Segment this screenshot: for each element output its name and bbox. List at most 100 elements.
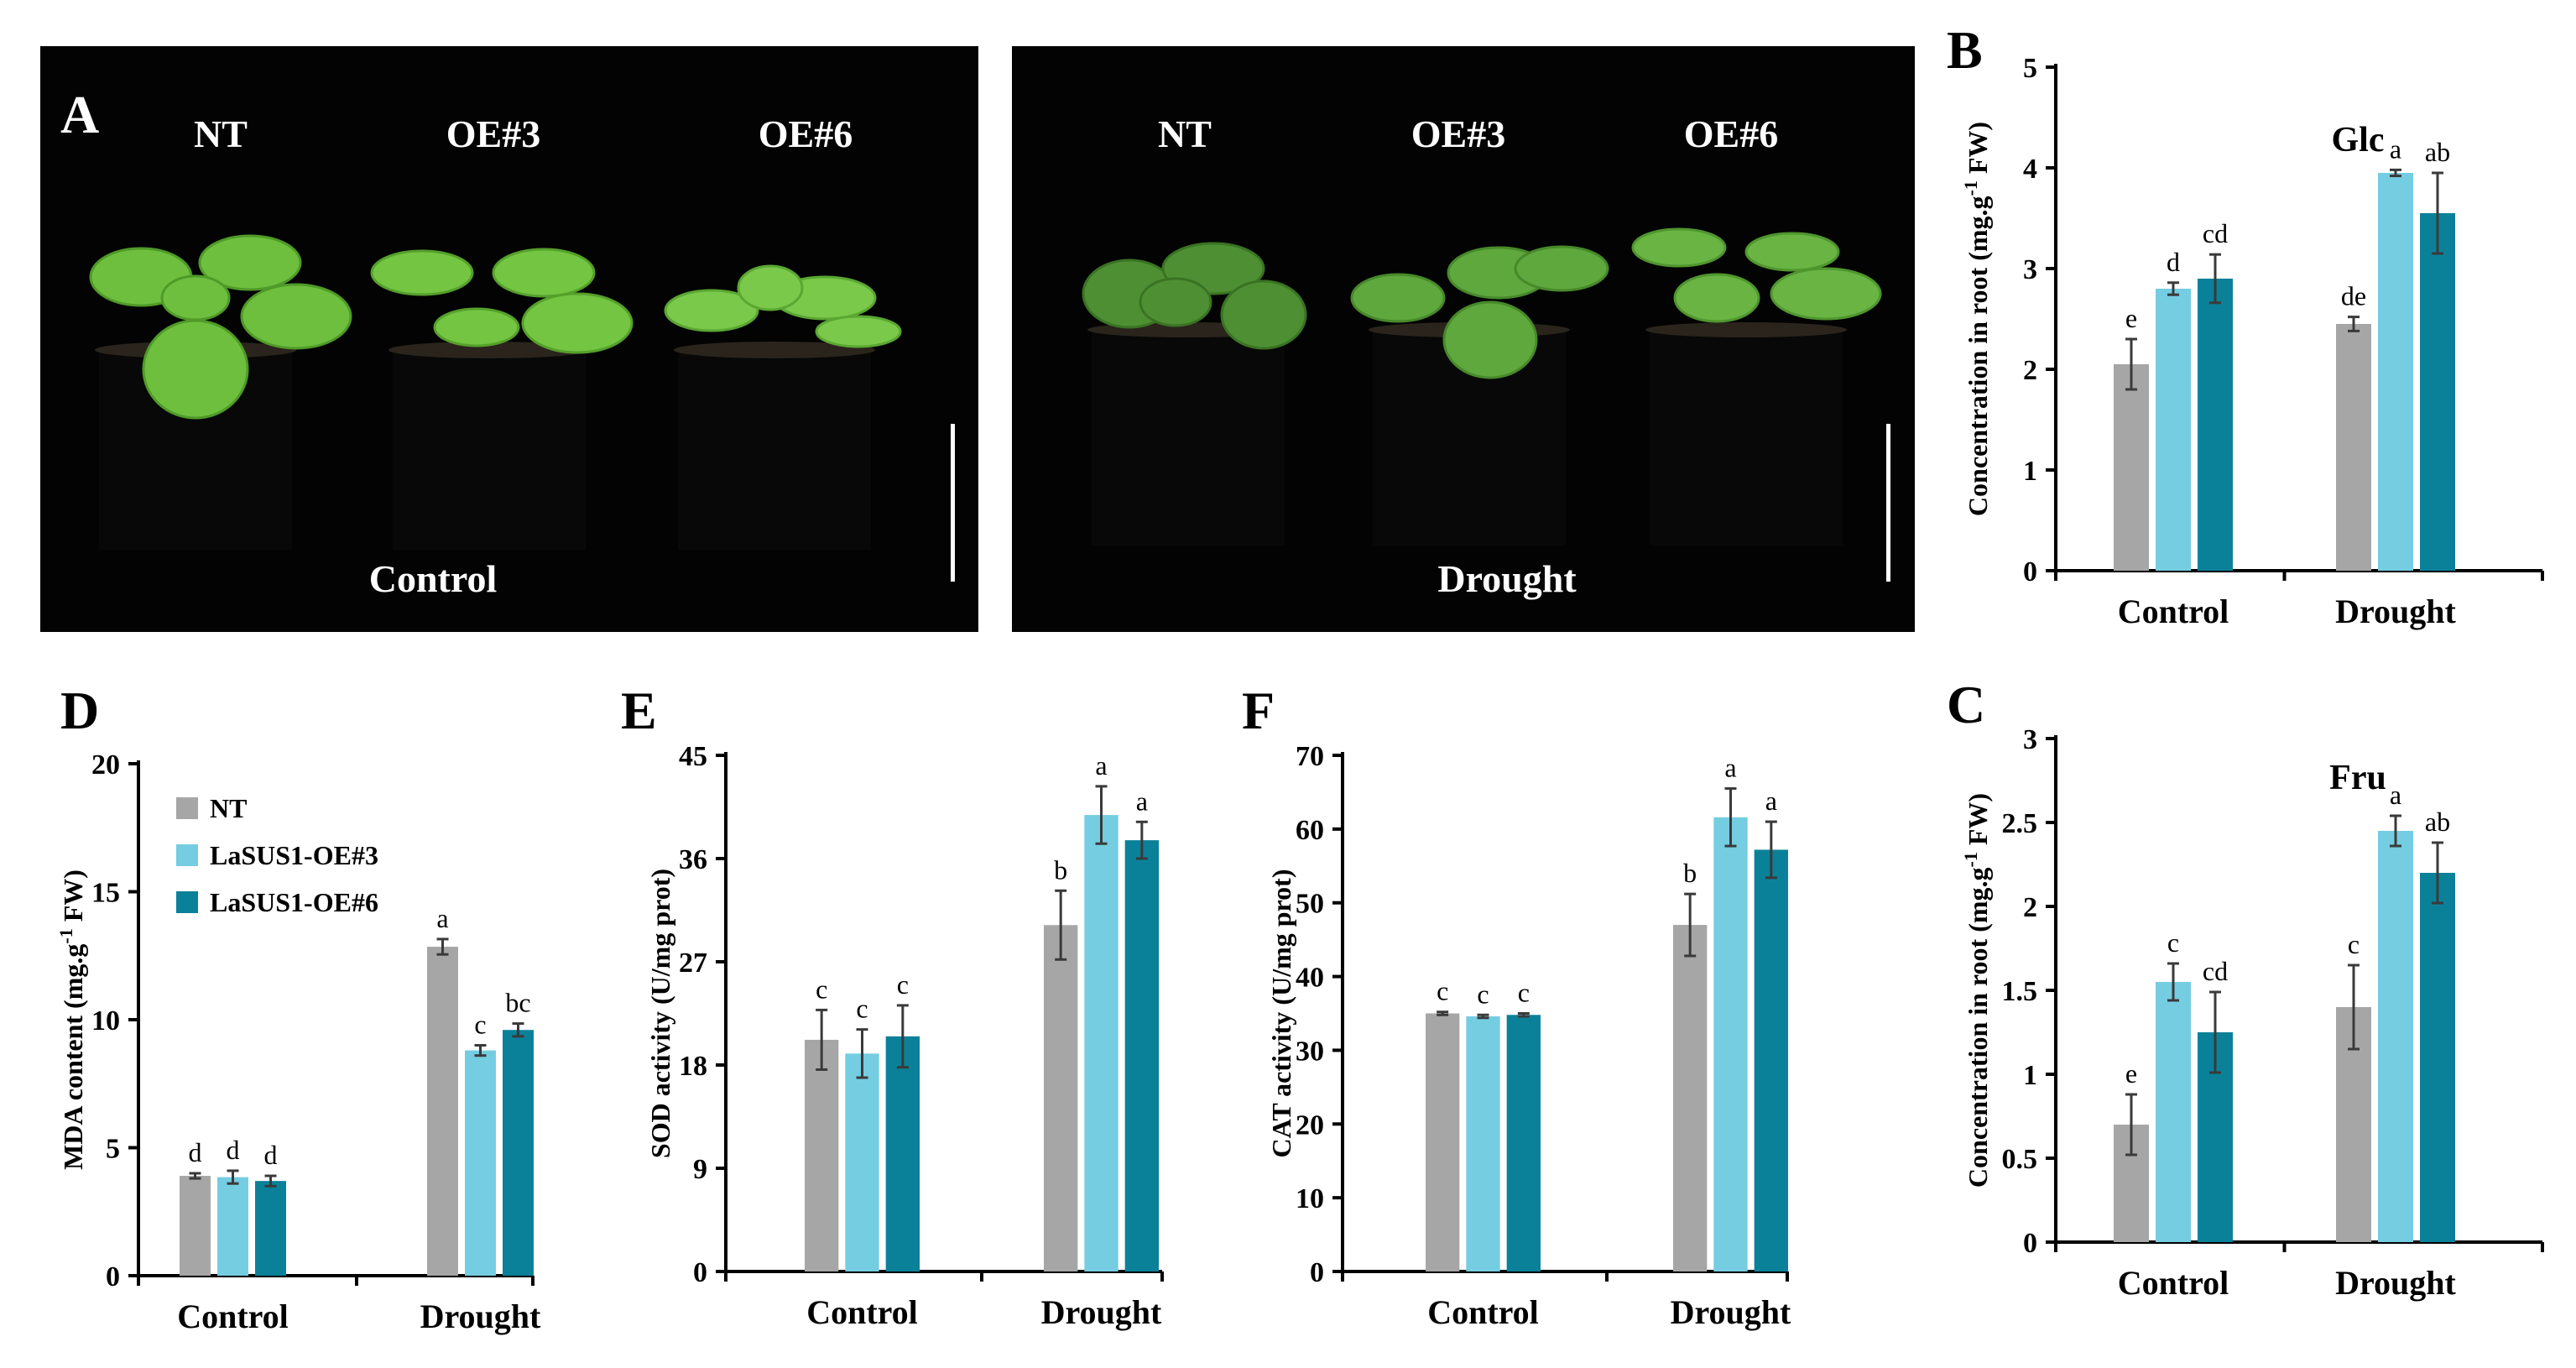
leaf — [1442, 300, 1538, 379]
leaf — [815, 315, 902, 348]
leaf — [1744, 232, 1840, 272]
significance-letter: c — [1437, 976, 1448, 1006]
leaf — [1770, 267, 1882, 321]
chart-glc: 0 1 2 3 4 5 Concentration in root (mg.g-1 FW) e… — [1960, 53, 2544, 630]
significance-letter: c — [856, 994, 868, 1024]
plant-oe6-control — [664, 264, 902, 348]
significance-letter: c — [1477, 979, 1489, 1009]
significance-letter: a — [436, 903, 448, 933]
significance-letter: ab — [2425, 807, 2450, 837]
y-tick-label: 10 — [91, 1005, 120, 1036]
y-axis-label: Concentration in root (mg.g-1 FW) — [1960, 122, 1994, 516]
y-tick-label: 1.5 — [2002, 976, 2038, 1007]
y-tick-label: 20 — [1296, 1110, 1324, 1141]
y-tick-label: 20 — [91, 749, 120, 781]
significance-letter: c — [897, 969, 909, 1000]
photo-label-oe3: OE#3 — [1411, 112, 1506, 155]
significance-letter: ab — [2425, 137, 2450, 167]
x-category-label: Drought — [420, 1298, 541, 1335]
significance-letter: bc — [505, 988, 530, 1018]
y-tick-label: 1 — [2023, 456, 2037, 487]
panel-label-f: F — [1242, 681, 1275, 740]
y-tick-label: 45 — [679, 741, 707, 772]
y-tick-label: 2 — [2023, 355, 2037, 386]
bar — [2114, 364, 2149, 571]
x-category-label: Drought — [2335, 1264, 2456, 1302]
panel-label-b: B — [1947, 20, 1983, 80]
significance-letter: b — [1683, 858, 1697, 888]
soil — [1645, 322, 1847, 337]
leaf — [370, 249, 474, 296]
bar — [2156, 982, 2191, 1242]
bar — [805, 1039, 839, 1271]
y-tick-label: 9 — [693, 1154, 707, 1185]
significance-letter: c — [474, 1010, 486, 1040]
leaf — [142, 319, 249, 420]
x-category-label: Drought — [1041, 1293, 1162, 1331]
y-tick-label: 4 — [2023, 154, 2037, 185]
significance-letter: e — [2125, 303, 2137, 333]
plant-oe3-control — [370, 248, 634, 354]
y-axis-label: CAT activity (U/mg prot) — [1266, 869, 1296, 1158]
leaf — [1673, 273, 1760, 323]
significance-letter: de — [2341, 281, 2366, 311]
bar — [1713, 817, 1748, 1271]
significance-letter: cd — [2203, 218, 2228, 248]
y-tick-label: 18 — [679, 1051, 707, 1082]
x-category-label: Control — [806, 1293, 918, 1331]
significance-letter: d — [227, 1135, 240, 1165]
x-category-label: Drought — [2335, 593, 2456, 630]
pot — [1650, 327, 1843, 546]
y-tick-label: 50 — [1296, 889, 1324, 920]
significance-letter: c — [2167, 927, 2179, 958]
significance-letter: e — [2125, 1058, 2137, 1089]
legend-label: NT — [210, 793, 247, 823]
panel-label-c: C — [1947, 675, 1986, 734]
x-category-label: Control — [2118, 593, 2229, 630]
plant-nt-control — [89, 234, 352, 420]
y-tick-label: 0 — [1310, 1257, 1324, 1288]
x-category-label: Drought — [1671, 1293, 1791, 1331]
pot — [678, 348, 871, 550]
scale-bar — [951, 424, 955, 582]
significance-letter: a — [1136, 786, 1148, 816]
bar — [217, 1177, 248, 1276]
y-tick-label: 5 — [2023, 53, 2037, 84]
soil — [674, 342, 875, 358]
bar — [845, 1053, 879, 1271]
bar — [465, 1050, 496, 1276]
bar — [503, 1030, 534, 1276]
bar — [427, 947, 458, 1276]
pots-row-drought — [1087, 322, 1847, 546]
pots-row-control — [95, 342, 875, 550]
bar — [2378, 831, 2413, 1242]
leaf — [664, 289, 759, 332]
chart-cat: 0 10 20 30 40 50 60 70 CAT activity (U/mg prot) c… — [1266, 741, 1791, 1331]
y-tick-label: 2 — [2023, 892, 2037, 923]
bar — [1044, 925, 1078, 1271]
y-tick-label: 2.5 — [2002, 808, 2038, 839]
panel-label-e: E — [621, 681, 657, 740]
plant-oe3-drought — [1350, 245, 1609, 379]
plant-oe6-drought — [1631, 227, 1882, 323]
y-tick-label: 5 — [106, 1134, 120, 1165]
x-category-label: Control — [2118, 1264, 2229, 1302]
plant-nt-drought — [1082, 242, 1307, 350]
y-axis-label: Concentration in root (mg.g-1 FW) — [1960, 793, 1994, 1188]
legend-swatch — [176, 891, 198, 913]
significance-letter: b — [1054, 854, 1067, 885]
y-tick-label: 3 — [2023, 724, 2037, 755]
significance-letter: a — [2390, 780, 2401, 810]
significance-letter: c — [1518, 978, 1530, 1008]
leaf — [198, 234, 302, 291]
bar — [1466, 1016, 1500, 1271]
photo-label-oe6: OE#6 — [1683, 112, 1779, 155]
photo-condition-control: Control — [368, 557, 498, 600]
significance-letter: a — [1095, 750, 1107, 781]
photo-label-nt: NT — [1158, 112, 1212, 155]
leaf — [160, 274, 231, 321]
bar — [2420, 873, 2455, 1242]
bar — [1124, 840, 1159, 1271]
photo-condition-drought: Drought — [1437, 557, 1577, 600]
